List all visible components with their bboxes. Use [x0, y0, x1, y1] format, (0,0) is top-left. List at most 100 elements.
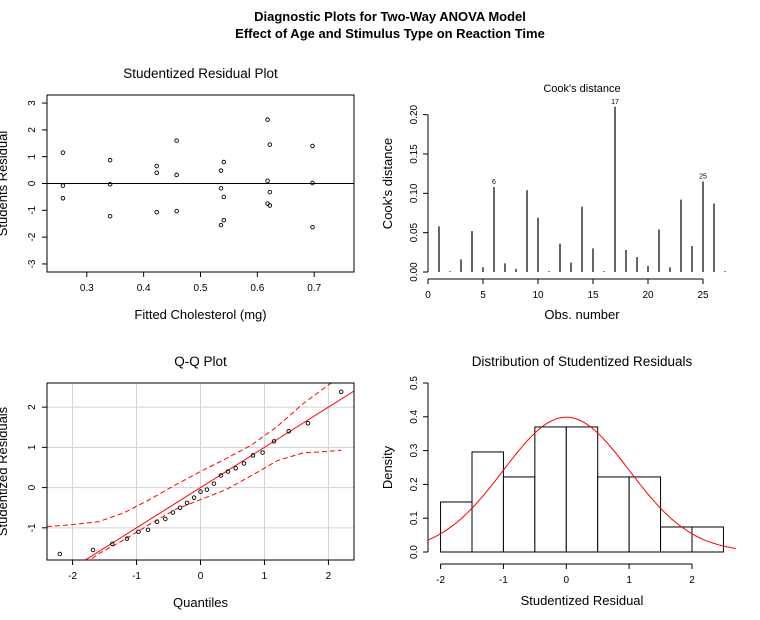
x-tick-label: 0.3	[80, 283, 94, 294]
qq-point	[191, 495, 197, 500]
residual-point	[221, 159, 227, 165]
qq-point	[154, 519, 160, 525]
histogram-bar	[502, 476, 536, 553]
x-tick-label: 1	[626, 575, 632, 586]
residual-point	[267, 189, 273, 195]
residual-point	[107, 213, 113, 219]
x-tick-label: 2	[689, 575, 695, 586]
qq-point	[305, 420, 311, 426]
y-tick-label: 0.5	[409, 376, 420, 390]
confidence-envelope-upper	[47, 383, 333, 528]
y-tick-label: -2	[27, 232, 38, 241]
qq-point	[163, 516, 168, 522]
confidence-envelope-lower	[89, 449, 342, 560]
y-axis-label: Cook's distance	[380, 138, 395, 229]
qq-point	[271, 439, 277, 444]
observation-label: 6	[492, 179, 496, 186]
y-tick-label: 2	[27, 404, 38, 410]
x-tick-label: -2	[436, 575, 445, 586]
residual-point	[218, 186, 224, 191]
histogram-bar	[565, 426, 599, 553]
residual-point	[174, 208, 179, 214]
qq-point	[109, 541, 115, 547]
x-tick-label: -1	[132, 571, 141, 582]
x-tick-label: 0	[564, 575, 570, 586]
x-tick-label: 10	[532, 290, 544, 301]
y-tick-label: 0	[27, 180, 38, 186]
y-axis-label: Studentized Residuals	[0, 406, 10, 536]
qq-point	[145, 527, 151, 533]
y-tick-label: 1	[27, 444, 38, 450]
qq-point	[218, 473, 224, 478]
x-tick-label: 25	[697, 290, 709, 301]
qq-point	[286, 429, 292, 434]
residual-point	[60, 195, 66, 201]
x-tick-label: 1	[262, 571, 268, 582]
qq-point	[241, 461, 247, 466]
panel-title: Studentized Residual Plot	[123, 66, 278, 81]
y-tick-label: 1	[27, 153, 38, 159]
histogram-bar	[628, 476, 662, 553]
normal-density-curve	[427, 416, 737, 549]
x-tick-label: 15	[587, 290, 599, 301]
residual-point	[154, 170, 159, 176]
residual-point	[174, 138, 179, 143]
residual-point	[218, 222, 224, 228]
figure-title-line-2: Effect of Age and Stimulus Type on React…	[235, 26, 545, 41]
x-axis-label: Studentized Residual	[521, 593, 644, 608]
y-tick-label: -1	[27, 205, 38, 214]
histogram-bar	[471, 451, 504, 553]
y-tick-label: 0.10	[409, 183, 420, 203]
plot-area	[47, 383, 354, 560]
residual-point	[60, 183, 66, 188]
qq-point	[90, 547, 96, 553]
residual-point	[310, 180, 315, 186]
x-tick-label: 0.4	[137, 283, 151, 294]
y-tick-label: 0.3	[409, 443, 420, 457]
qq-point	[198, 489, 203, 494]
y-tick-label: 3	[27, 100, 38, 106]
y-tick-label: 0.4	[409, 409, 420, 423]
residual-point	[267, 203, 273, 208]
panel-title: Q-Q Plot	[174, 354, 227, 369]
residual-point	[174, 172, 179, 178]
observation-label: 17	[611, 99, 619, 106]
qq-reference-line	[84, 390, 354, 560]
residual-point	[265, 117, 270, 122]
residual-point	[60, 150, 66, 155]
histogram-bar	[440, 501, 473, 553]
qq-point	[124, 536, 130, 541]
x-tick-label: 20	[642, 290, 654, 301]
qq-point	[260, 450, 265, 455]
qq-point	[233, 466, 238, 471]
observation-label: 25	[699, 174, 707, 181]
x-tick-label: 0.7	[307, 283, 321, 294]
y-tick-label: 2	[27, 127, 38, 133]
panel-title: Cook's distance	[543, 83, 620, 95]
histogram-bar	[534, 426, 567, 553]
residual-point	[218, 168, 224, 173]
x-tick-label: 0	[425, 290, 431, 301]
qq-point	[225, 469, 231, 474]
residual-point	[154, 209, 159, 215]
residual-point	[221, 194, 227, 200]
figure-title-line-1: Diagnostic Plots for Two-Way ANOVA Model	[254, 9, 526, 24]
x-axis-label: Quantiles	[173, 595, 228, 610]
histogram-bar	[660, 526, 693, 553]
x-tick-label: 2	[326, 571, 332, 582]
qq-point	[57, 551, 63, 557]
qq-point	[177, 505, 183, 510]
x-axis-label: Fitted Cholesterol (mg)	[134, 307, 266, 322]
qq-plot-panel: Q-Q Plot Quantiles Studentized Residuals -2…	[0, 354, 355, 610]
qq-point	[184, 500, 190, 506]
y-axis-label: Students Residual	[0, 131, 10, 237]
y-tick-label: 0.1	[409, 511, 420, 525]
y-tick-label: -1	[27, 523, 38, 532]
residual-point	[154, 163, 159, 169]
y-tick-label: 0	[27, 484, 38, 490]
histogram-bar	[597, 476, 630, 553]
y-axis-label: Density	[380, 445, 395, 489]
residual-histogram-panel: Distribution of Studentized Residuals Stu…	[380, 354, 737, 608]
x-axis-label: Obs. number	[544, 307, 620, 322]
